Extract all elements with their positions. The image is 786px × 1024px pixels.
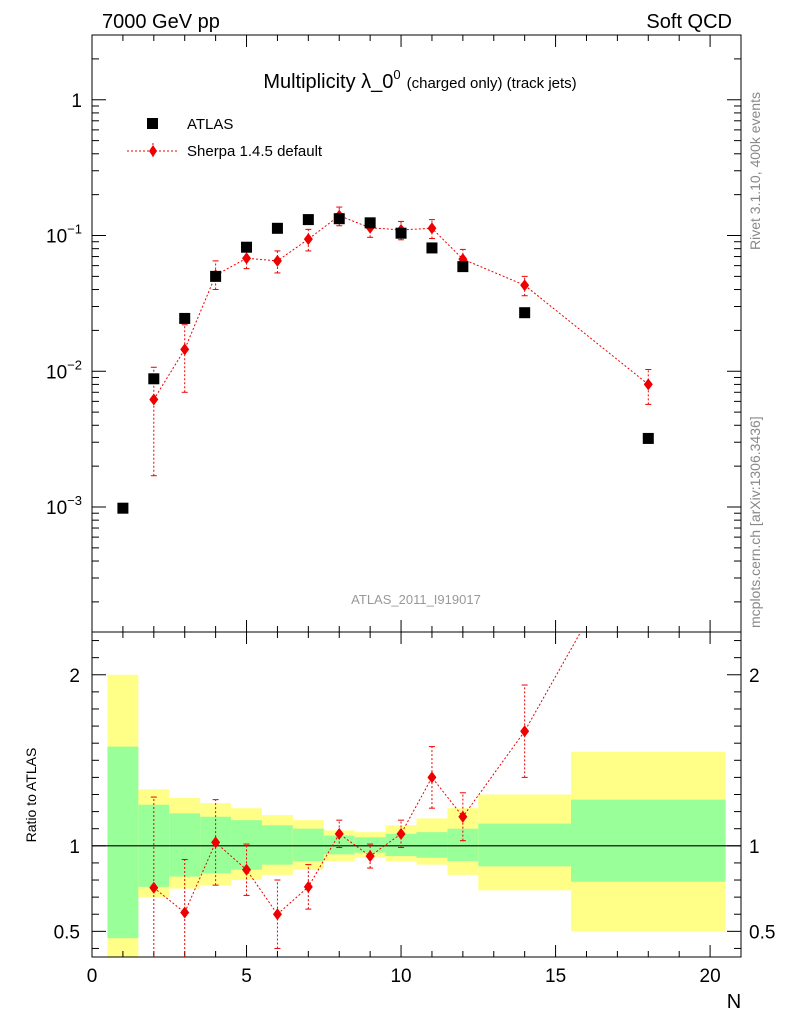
- atlas-point: [302, 214, 314, 226]
- ratio-sherpa-point: [365, 850, 375, 863]
- uncertainty-band-inner: [261, 825, 293, 865]
- analysis-watermark: ATLAS_2011_I919017: [351, 592, 481, 607]
- ratio-panel: 0 5 10 15 20 0.5 0.5 1 1 2 2: [54, 631, 775, 987]
- xtick-label: 0: [87, 966, 98, 987]
- atlas-point: [241, 241, 253, 253]
- atlas-point: [271, 222, 283, 234]
- legend-atlas-marker: [147, 118, 158, 129]
- ratio-sherpa-point: [334, 827, 344, 840]
- ratio-sherpa-point: [458, 810, 468, 823]
- ratio-ylabel: Ratio to ATLAS: [23, 748, 39, 843]
- sherpa-point: [643, 378, 653, 391]
- sherpa-point: [427, 222, 437, 235]
- atlas-point: [642, 432, 654, 444]
- xtick-label: 5: [241, 966, 252, 987]
- uncertainty-band-inner: [571, 799, 726, 882]
- sherpa-point: [272, 254, 282, 267]
- ratio-sherpa-point: [149, 881, 159, 894]
- ratio-ytick-label: 1: [69, 837, 80, 858]
- uncertainty-band-inner: [447, 828, 479, 862]
- atlas-point: [457, 261, 469, 273]
- uncertainty-band-inner: [292, 828, 324, 862]
- plot-title-suffix: (charged only) (track jets): [407, 75, 577, 92]
- uncertainty-band-inner: [478, 823, 572, 867]
- rivet-version-label: Rivet 3.1.10, 400k events: [747, 92, 763, 250]
- uncertainty-band-inner: [354, 837, 386, 853]
- atlas-point: [148, 373, 160, 385]
- sherpa-point: [180, 343, 190, 356]
- atlas-point: [426, 242, 438, 254]
- plot-title: Multiplicity λ_00 (charged only) (track j…: [263, 67, 576, 93]
- main-ytick-label: 10−1: [46, 222, 82, 248]
- mcplots-credit-label: mcplots.cern.ch [arXiv:1306.3436]: [747, 416, 763, 628]
- ratio-ytick-label: 2: [69, 666, 80, 687]
- xaxis-label: N: [727, 991, 741, 1013]
- xtick-label: 10: [390, 966, 411, 987]
- xtick-label: 15: [545, 966, 566, 987]
- ratio-ytick-label-right: 2: [749, 666, 760, 687]
- atlas-point: [519, 307, 531, 319]
- beam-label: 7000 GeV pp: [102, 11, 220, 33]
- atlas-point: [395, 227, 407, 239]
- uncertainty-band-inner: [169, 813, 201, 877]
- ratio-sherpa-point: [180, 906, 190, 919]
- ratio-sherpa-point: [427, 771, 437, 784]
- main-panel: 1 10−1 10−2 10−3: [46, 34, 742, 633]
- atlas-point: [179, 312, 191, 324]
- ratio-ytick-label-right: 0.5: [749, 922, 775, 943]
- ratio-ytick-label: 0.5: [54, 922, 80, 943]
- xtick-label: 20: [700, 966, 721, 987]
- sherpa-point: [242, 252, 252, 265]
- plot-title-main: Multiplicity λ_0: [263, 71, 393, 93]
- uncertainty-band-inner: [107, 746, 139, 939]
- sherpa-point: [303, 233, 313, 246]
- uncertainty-band-inner: [416, 832, 448, 858]
- process-label: Soft QCD: [646, 11, 732, 33]
- ratio-sherpa-point: [396, 827, 406, 840]
- ratio-sherpa-point: [242, 863, 252, 876]
- main-ytick-label: 10−2: [46, 357, 82, 383]
- atlas-point: [364, 217, 376, 229]
- ratio-sherpa-point: [303, 880, 313, 893]
- legend-sherpa-label: Sherpa 1.4.5 default: [187, 143, 323, 160]
- ratio-sherpa-point: [211, 836, 221, 849]
- uncertainty-band-inner: [323, 835, 355, 855]
- atlas-point: [333, 213, 345, 225]
- ratio-sherpa-point: [520, 725, 530, 738]
- sherpa-line: [153, 215, 649, 400]
- sherpa-point: [520, 279, 530, 292]
- atlas-point: [117, 502, 129, 514]
- main-ytick-label: 10−3: [46, 493, 82, 519]
- main-ytick-label: 1: [71, 91, 82, 112]
- ratio-ytick-label-right: 1: [749, 837, 760, 858]
- sherpa-point: [149, 393, 159, 406]
- legend-atlas-label: ATLAS: [187, 116, 233, 133]
- legend-sherpa-marker: [149, 145, 157, 157]
- atlas-point: [210, 270, 222, 282]
- ratio-sherpa-point: [272, 908, 282, 921]
- plot-title-sup: 0: [393, 67, 400, 82]
